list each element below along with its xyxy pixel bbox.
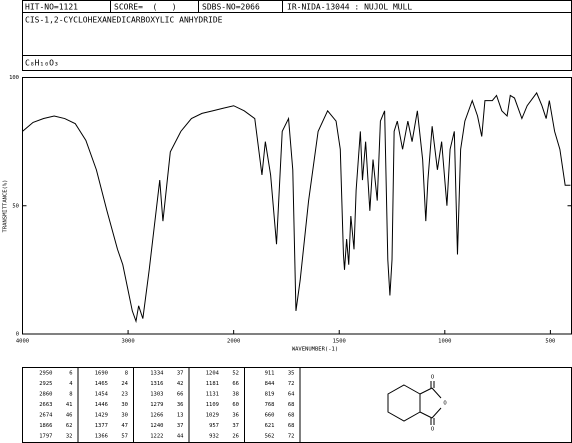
structure bbox=[387, 381, 442, 425]
peak-wavenumber: 844 bbox=[265, 381, 276, 387]
peak-transmittance: 23 bbox=[121, 392, 128, 398]
x-axis-label: WAVENUMBER(-1) bbox=[292, 347, 338, 353]
peak-transmittance: 8 bbox=[125, 371, 128, 377]
peak-transmittance: 24 bbox=[121, 381, 128, 387]
peak-wavenumber: 911 bbox=[265, 371, 275, 377]
peak-wavenumber: 1690 bbox=[95, 371, 108, 377]
peak-wavenumber: 1029 bbox=[206, 413, 219, 419]
peak-wavenumber: 2860 bbox=[39, 392, 52, 398]
peak-wavenumber: 1131 bbox=[206, 392, 219, 398]
bond bbox=[431, 407, 442, 419]
peak-transmittance: 30 bbox=[121, 402, 128, 408]
atom-label: O bbox=[431, 427, 434, 433]
peak-transmittance: 60 bbox=[232, 402, 239, 408]
peak-transmittance: 72 bbox=[288, 381, 295, 387]
formula: C₈H₁₀O₃ bbox=[25, 59, 59, 68]
bond bbox=[419, 411, 433, 419]
score: SCORE= ( ) bbox=[114, 3, 177, 12]
peak-transmittance: 35 bbox=[288, 371, 295, 377]
peak-transmittance: 46 bbox=[66, 413, 73, 419]
x-tick-label: 3000 bbox=[121, 339, 134, 345]
peak-wavenumber: 1429 bbox=[95, 413, 108, 419]
peak-wavenumber: 1377 bbox=[95, 423, 108, 429]
peak-wavenumber: 1366 bbox=[95, 434, 108, 440]
peak-transmittance: 37 bbox=[177, 371, 184, 377]
y-tick-label: 0 bbox=[16, 332, 19, 338]
bond bbox=[419, 387, 433, 395]
peak-wavenumber: 1266 bbox=[150, 413, 163, 419]
peak-wavenumber: 1866 bbox=[39, 423, 52, 429]
peak-transmittance: 36 bbox=[232, 413, 239, 419]
peak-transmittance: 64 bbox=[288, 392, 295, 398]
peak-transmittance: 26 bbox=[232, 434, 239, 440]
peak-transmittance: 41 bbox=[66, 402, 73, 408]
peak-transmittance: 30 bbox=[121, 413, 128, 419]
peak-wavenumber: 2674 bbox=[39, 413, 53, 419]
peak-transmittance: 38 bbox=[232, 392, 239, 398]
peak-transmittance: 44 bbox=[177, 434, 184, 440]
y-tick-label: 50 bbox=[12, 203, 19, 209]
method: IR-NIDA-13044 : NUJOL MULL bbox=[287, 3, 412, 12]
peak-transmittance: 57 bbox=[121, 434, 128, 440]
peak-transmittance: 66 bbox=[232, 381, 239, 387]
peak-wavenumber: 660 bbox=[265, 413, 275, 419]
peak-transmittance: 47 bbox=[121, 423, 128, 429]
y-axis-label: TRANSMITTANCE(%) bbox=[3, 180, 9, 233]
peak-wavenumber: 1334 bbox=[150, 371, 164, 377]
hit-no: HIT-NO=1121 bbox=[25, 3, 78, 12]
sdbs-no: SDBS-NO=2066 bbox=[202, 3, 260, 12]
peak-transmittance: 68 bbox=[288, 423, 295, 429]
peak-wavenumber: 1240 bbox=[150, 423, 163, 429]
peak-transmittance: 66 bbox=[177, 392, 184, 398]
peak-wavenumber: 1303 bbox=[150, 392, 163, 398]
x-tick-label: 1000 bbox=[438, 339, 451, 345]
peak-transmittance: 37 bbox=[177, 423, 184, 429]
peak-transmittance: 68 bbox=[288, 402, 295, 408]
peak-wavenumber: 1316 bbox=[150, 381, 163, 387]
peak-transmittance: 62 bbox=[66, 423, 73, 429]
peak-wavenumber: 768 bbox=[265, 402, 275, 408]
peak-wavenumber: 1454 bbox=[95, 392, 109, 398]
peak-transmittance: 52 bbox=[232, 371, 239, 377]
peak-wavenumber: 562 bbox=[265, 434, 275, 440]
x-tick-label: 500 bbox=[545, 339, 555, 345]
peak-transmittance: 32 bbox=[66, 434, 73, 440]
atom-label: O bbox=[443, 401, 446, 407]
plot-frame bbox=[22, 77, 572, 335]
peak-wavenumber: 1797 bbox=[39, 434, 52, 440]
x-tick-label: 2000 bbox=[227, 339, 240, 345]
x-tick-label: 1500 bbox=[333, 339, 346, 345]
peak-transmittance: 68 bbox=[288, 413, 295, 419]
peak-wavenumber: 1109 bbox=[206, 402, 219, 408]
peak-transmittance: 6 bbox=[69, 371, 72, 377]
bond bbox=[431, 387, 442, 399]
peak-transmittance: 8 bbox=[69, 392, 72, 398]
peak-transmittance: 36 bbox=[177, 402, 184, 408]
atom-label: O bbox=[431, 375, 434, 381]
compound-name: CIS-1,2-CYCLOHEXANEDICARBOXYLIC ANHYDRID… bbox=[25, 16, 223, 25]
peak-wavenumber: 1279 bbox=[150, 402, 163, 408]
peak-wavenumber: 932 bbox=[209, 434, 219, 440]
peak-transmittance: 13 bbox=[177, 413, 184, 419]
peak-wavenumber: 957 bbox=[209, 423, 219, 429]
peak-transmittance: 72 bbox=[288, 434, 295, 440]
peak-wavenumber: 1204 bbox=[206, 371, 220, 377]
peak-wavenumber: 819 bbox=[265, 392, 275, 398]
peak-wavenumber: 621 bbox=[265, 423, 275, 429]
peak-wavenumber: 1465 bbox=[95, 381, 108, 387]
peak-wavenumber: 2950 bbox=[39, 371, 52, 377]
peak-transmittance: 4 bbox=[69, 381, 73, 387]
x-tick-label: 4000 bbox=[16, 339, 29, 345]
peak-wavenumber: 2663 bbox=[39, 402, 52, 408]
peak-wavenumber: 1181 bbox=[206, 381, 219, 387]
spectrum-line bbox=[22, 91, 571, 324]
peak-transmittance: 37 bbox=[232, 423, 239, 429]
peak-transmittance: 42 bbox=[177, 381, 184, 387]
peak-wavenumber: 2925 bbox=[39, 381, 52, 387]
y-tick-label: 100 bbox=[9, 75, 19, 81]
peak-wavenumber: 1446 bbox=[95, 402, 108, 408]
cyclohexane-ring bbox=[387, 384, 421, 422]
peak-wavenumber: 1222 bbox=[150, 434, 163, 440]
